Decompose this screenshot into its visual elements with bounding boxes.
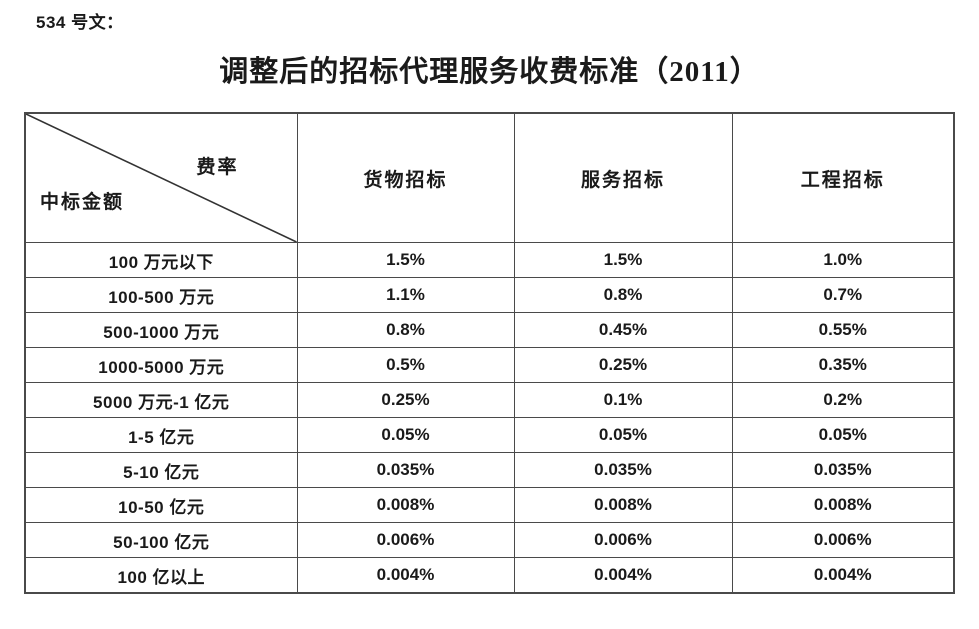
fee-rate-cell: 0.35% [731, 347, 955, 383]
fee-rate-cell: 0.004% [513, 557, 733, 594]
diagonal-header-cell: 费率 中标金额 [24, 112, 298, 243]
row-label-amount-tier: 10-50 亿元 [24, 487, 298, 523]
fee-rate-cell: 0.25% [513, 347, 733, 383]
fee-rate-cell: 1.1% [296, 277, 515, 313]
fee-rate-cell: 0.008% [296, 487, 515, 523]
fee-rate-cell: 0.05% [296, 417, 515, 453]
diagonal-divider-line [26, 114, 296, 242]
corner-label-bid-amount: 中标金额 [40, 192, 125, 213]
fee-rate-cell: 0.006% [296, 522, 515, 558]
fee-rate-cell: 1.5% [296, 242, 515, 278]
table-row: 100-500 万元 1.1% 0.8% 0.7% [24, 277, 955, 313]
fee-rate-cell: 0.008% [731, 487, 955, 523]
fee-rate-cell: 0.035% [513, 452, 733, 488]
fee-rate-cell: 0.2% [731, 382, 955, 418]
fee-rate-cell: 0.004% [296, 557, 515, 594]
table-row: 5000 万元-1 亿元 0.25% 0.1% 0.2% [24, 382, 955, 418]
table-row: 100 万元以下 1.5% 1.5% 1.0% [24, 242, 955, 278]
row-label-amount-tier: 1-5 亿元 [24, 417, 298, 453]
row-label-amount-tier: 5000 万元-1 亿元 [24, 382, 298, 418]
table-row: 50-100 亿元 0.006% 0.006% 0.006% [24, 522, 955, 558]
fee-rate-cell: 0.7% [731, 277, 955, 313]
fee-rate-cell: 0.8% [513, 277, 733, 313]
fee-rate-cell: 0.05% [513, 417, 733, 453]
table-header-row: 费率 中标金额 货物招标 服务招标 工程招标 [24, 112, 955, 243]
fee-rate-cell: 0.008% [513, 487, 733, 523]
row-label-amount-tier: 5-10 亿元 [24, 452, 298, 488]
corner-label-rate: 费率 [196, 157, 239, 178]
table-row: 5-10 亿元 0.035% 0.035% 0.035% [24, 452, 955, 488]
row-label-amount-tier: 500-1000 万元 [24, 312, 298, 348]
fee-rate-cell: 0.25% [296, 382, 515, 418]
fee-rate-cell: 0.5% [296, 347, 515, 383]
table-row: 10-50 亿元 0.008% 0.008% 0.008% [24, 487, 955, 523]
row-label-amount-tier: 100-500 万元 [24, 277, 298, 313]
fee-rate-cell: 0.035% [296, 452, 515, 488]
table-row: 100 亿以上 0.004% 0.004% 0.004% [24, 557, 955, 594]
table-body: 100 万元以下 1.5% 1.5% 1.0% 100-500 万元 1.1% 0.8% 0.… [24, 242, 955, 594]
row-label-amount-tier: 100 亿以上 [24, 557, 298, 594]
table-row: 1-5 亿元 0.05% 0.05% 0.05% [24, 417, 955, 453]
fee-rate-cell: 0.1% [513, 382, 733, 418]
fee-rate-cell: 0.45% [513, 312, 733, 348]
fee-rate-cell: 0.55% [731, 312, 955, 348]
row-label-amount-tier: 100 万元以下 [24, 242, 298, 278]
column-header-service-bidding: 服务招标 [513, 112, 733, 243]
row-label-amount-tier: 50-100 亿元 [24, 522, 298, 558]
row-label-amount-tier: 1000-5000 万元 [24, 347, 298, 383]
fee-rate-cell: 0.8% [296, 312, 515, 348]
fee-rate-cell: 0.006% [513, 522, 733, 558]
table-row: 1000-5000 万元 0.5% 0.25% 0.35% [24, 347, 955, 383]
column-header-goods-bidding: 货物招标 [296, 112, 515, 243]
fee-rate-cell: 0.006% [731, 522, 955, 558]
page-title: 调整后的招标代理服务收费标准（2011） [219, 56, 760, 88]
fee-rate-cell: 0.05% [731, 417, 955, 453]
table-row: 500-1000 万元 0.8% 0.45% 0.55% [24, 312, 955, 348]
fee-standard-table: 费率 中标金额 货物招标 服务招标 工程招标 100 万元以下 1.5% 1.5% 1… [24, 112, 955, 594]
doc-number-label: 534 号文： [36, 13, 124, 32]
fee-rate-cell: 0.035% [731, 452, 955, 488]
fee-rate-cell: 1.5% [513, 242, 733, 278]
fee-rate-cell: 0.004% [731, 557, 955, 594]
column-header-engineering-bidding: 工程招标 [731, 112, 955, 243]
fee-rate-cell: 1.0% [731, 242, 955, 278]
